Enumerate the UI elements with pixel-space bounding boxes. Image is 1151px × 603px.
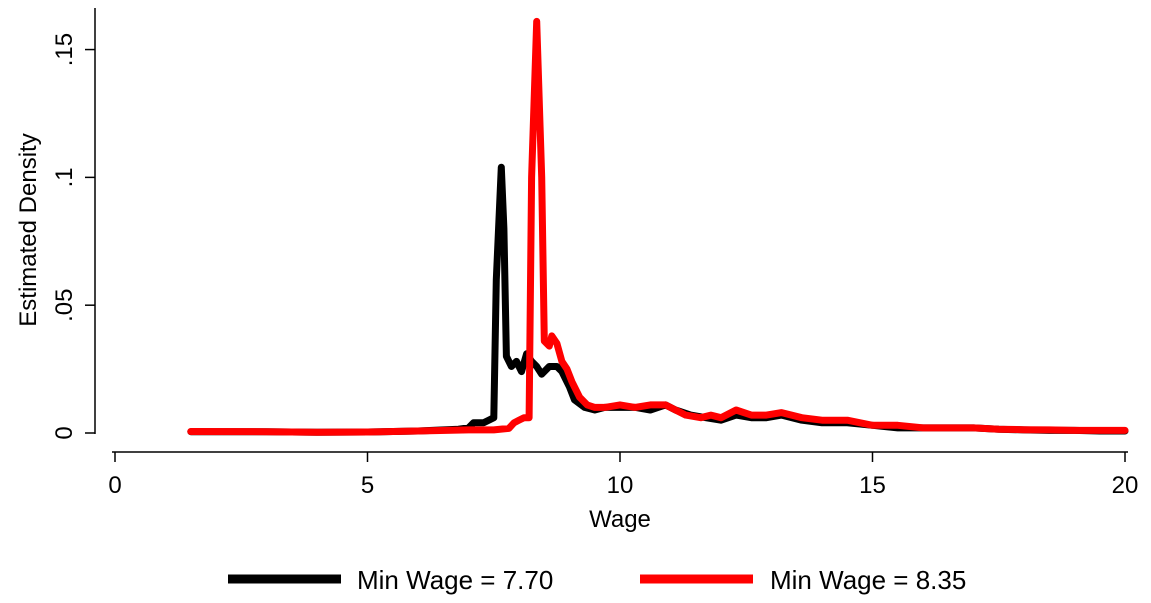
legend-label-2: Min Wage = 8.35: [770, 565, 966, 595]
x-tick-label: 20: [1112, 472, 1139, 499]
legend: Min Wage = 7.70 Min Wage = 8.35: [228, 565, 966, 595]
series-line-1: [187, 163, 1129, 436]
x-axis-title: Wage: [589, 506, 651, 533]
x-tick-label: 10: [607, 472, 634, 499]
plot-area: [187, 17, 1129, 436]
legend-label-1: Min Wage = 7.70: [357, 565, 553, 595]
y-ticks: 0 .05 .1 .15: [51, 33, 95, 440]
y-tick-label: .1: [51, 167, 78, 187]
x-tick-label: 0: [108, 472, 121, 499]
y-tick-label: .05: [51, 289, 78, 322]
y-tick-label: 0: [51, 426, 78, 439]
y-tick-label: .15: [51, 33, 78, 66]
x-tick-label: 5: [361, 472, 374, 499]
x-ticks: 0 5 10 15 20: [108, 452, 1138, 499]
y-axis-title: Estimated Density: [15, 133, 42, 326]
series-line-2: [187, 17, 1129, 436]
x-tick-label: 15: [859, 472, 886, 499]
